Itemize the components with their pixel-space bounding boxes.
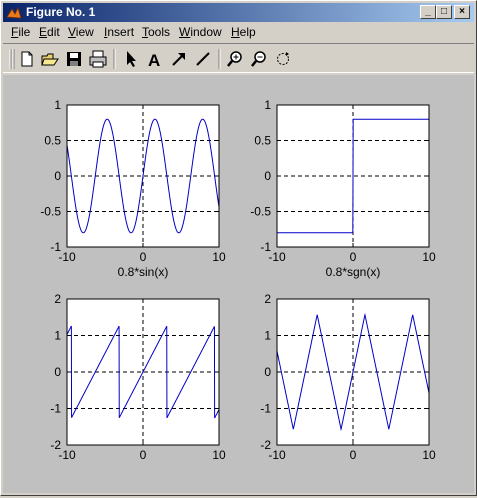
close-icon: × bbox=[459, 6, 465, 17]
arrow-select-icon[interactable] bbox=[120, 48, 142, 70]
y-tick-label: 0.5 bbox=[44, 134, 61, 148]
y-tick-label: 0 bbox=[264, 169, 271, 183]
y-tick-label: -2 bbox=[260, 438, 271, 452]
toolbar-separator bbox=[113, 49, 116, 69]
x-axis-label: 0.8*sin(x) bbox=[118, 265, 169, 279]
series-line bbox=[276, 312, 430, 432]
line-tool-icon[interactable] bbox=[192, 48, 214, 70]
save-icon[interactable] bbox=[63, 48, 85, 70]
toolbar-separator bbox=[218, 49, 221, 69]
menu-window[interactable]: Window bbox=[179, 25, 222, 39]
arrow-tool-icon[interactable] bbox=[168, 48, 190, 70]
maximize-button[interactable]: □ bbox=[436, 5, 452, 19]
y-tick-label: -2 bbox=[50, 438, 61, 452]
y-tick-label: 1 bbox=[54, 329, 61, 343]
subplot-grid: -10 0 10-1-0.500.510.8*sin(x)-10 0 10-1-0.50… bbox=[40, 98, 436, 462]
y-tick-label: -1 bbox=[50, 402, 61, 416]
zoom-in-icon[interactable] bbox=[224, 48, 246, 70]
y-tick-label: 0 bbox=[54, 365, 61, 379]
y-tick-label: -1 bbox=[260, 240, 271, 254]
y-tick-label: 1 bbox=[54, 98, 61, 112]
y-tick-label: 1 bbox=[264, 329, 271, 343]
minimize-icon: _ bbox=[425, 6, 431, 17]
title-bar[interactable]: Figure No. 1 _ □ × bbox=[3, 3, 474, 22]
figure-canvas: -10 0 10 -1 -0.5 0 0.5 1 0.8*sin(x) -10 0 10 -1 -0.5 0… bbox=[3, 75, 474, 493]
minimize-button[interactable]: _ bbox=[420, 5, 436, 19]
y-tick-label: 0.5 bbox=[254, 134, 271, 148]
y-tick-label: 0 bbox=[264, 365, 271, 379]
y-tick-label: -1 bbox=[260, 402, 271, 416]
rotate-icon[interactable] bbox=[272, 48, 294, 70]
x-tick-label: 0 bbox=[140, 250, 147, 264]
matlab-logo-icon bbox=[6, 6, 22, 19]
open-folder-icon[interactable] bbox=[39, 48, 61, 70]
x-tick-label: 10 bbox=[422, 250, 436, 264]
subplot-2: -10 0 10 -1 -0.5 0 0.5 1 0.8*sgn(x) bbox=[250, 98, 436, 279]
x-tick-label: -10 bbox=[58, 250, 76, 264]
toolbar: A bbox=[3, 43, 474, 73]
series-line bbox=[66, 325, 220, 419]
y-tick-label: -0.5 bbox=[250, 205, 271, 219]
close-button[interactable]: × bbox=[454, 5, 470, 19]
x-axis-label: 0.8*sgn(x) bbox=[326, 265, 381, 279]
menu-tools[interactable]: Tools bbox=[142, 25, 171, 39]
toolbar-grip[interactable] bbox=[8, 48, 16, 70]
y-tick-label: 2 bbox=[264, 292, 271, 306]
x-tick-label: -10 bbox=[58, 448, 76, 462]
y-tick-label: 0 bbox=[54, 169, 61, 183]
series-line bbox=[66, 118, 220, 234]
maximize-icon: □ bbox=[440, 6, 448, 17]
zoom-out-icon[interactable] bbox=[248, 48, 270, 70]
menu-insert[interactable]: Insert bbox=[104, 25, 135, 39]
x-tick-label: 0 bbox=[140, 448, 147, 462]
x-tick-label: 0 bbox=[350, 448, 357, 462]
new-file-icon[interactable] bbox=[16, 48, 38, 70]
subplot-1: -10 0 10 -1 -0.5 0 0.5 1 0.8*sin(x) bbox=[40, 98, 226, 279]
y-tick-label: 2 bbox=[54, 292, 61, 306]
x-tick-label: 10 bbox=[422, 448, 436, 462]
y-tick-label: 1 bbox=[264, 98, 271, 112]
svg-text:A: A bbox=[148, 51, 160, 70]
x-tick-label: -10 bbox=[268, 250, 286, 264]
menu-file[interactable]: File bbox=[11, 25, 31, 39]
x-tick-label: 10 bbox=[212, 250, 226, 264]
menu-edit[interactable]: Edit bbox=[39, 25, 60, 39]
x-tick-label: -10 bbox=[268, 448, 286, 462]
window-title: Figure No. 1 bbox=[26, 5, 96, 19]
series-line bbox=[277, 118, 429, 234]
y-tick-label: -0.5 bbox=[40, 205, 61, 219]
x-tick-label: 10 bbox=[212, 448, 226, 462]
y-tick-label: -1 bbox=[50, 240, 61, 254]
text-tool-icon[interactable]: A bbox=[144, 48, 166, 70]
x-tick-label: 0 bbox=[350, 250, 357, 264]
menu-help[interactable]: Help bbox=[231, 25, 256, 39]
menu-bar: File Edit View Insert Tools Window Help bbox=[3, 23, 474, 42]
print-icon[interactable] bbox=[87, 48, 109, 70]
menu-view[interactable]: View bbox=[68, 25, 94, 39]
